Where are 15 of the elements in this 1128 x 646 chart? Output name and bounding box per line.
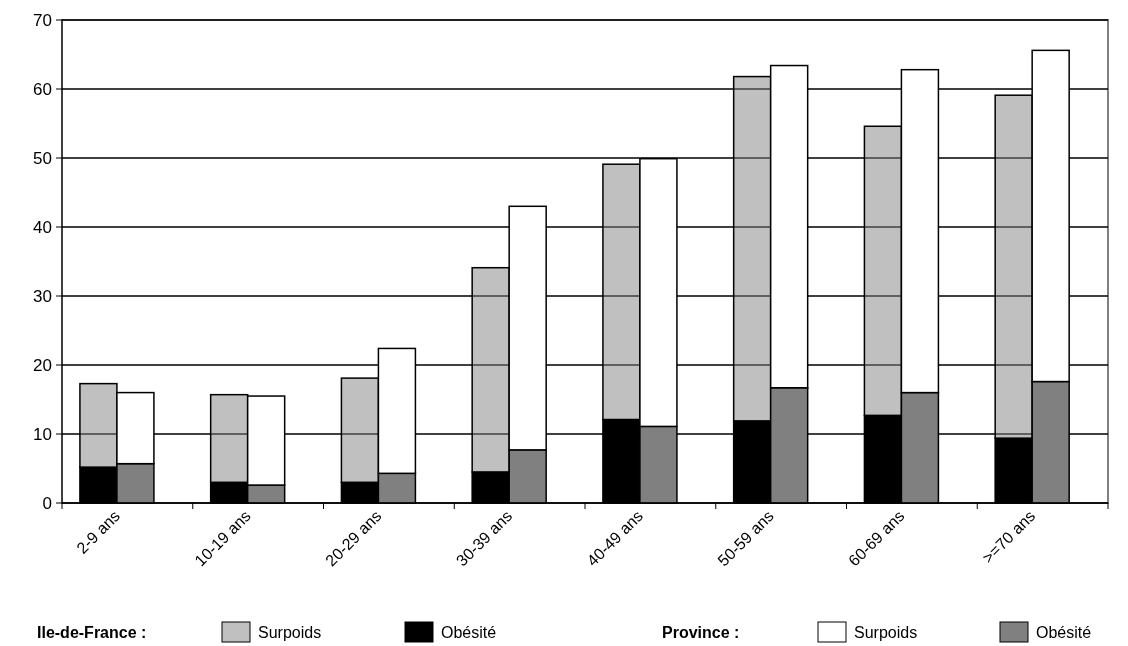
y-tick-label: 30	[33, 286, 52, 306]
y-tick-label: 60	[33, 79, 52, 99]
y-tick-label: 40	[33, 217, 52, 237]
y-tick-label: 50	[33, 148, 52, 168]
legend-label: Obésité	[441, 624, 497, 641]
legend-title: Ile-de-France :	[37, 624, 147, 641]
legend-label: Surpoids	[854, 624, 918, 641]
y-tick-label: 0	[42, 493, 52, 513]
legend-title: Province :	[662, 624, 740, 641]
legend-label: Surpoids	[258, 624, 322, 641]
y-tick-label: 70	[33, 10, 52, 30]
legend-label: Obésité	[1036, 624, 1092, 641]
y-tick-label: 10	[33, 424, 52, 444]
y-tick-label: 20	[33, 355, 52, 375]
x-tick-label: 2-9 ans	[73, 507, 124, 557]
